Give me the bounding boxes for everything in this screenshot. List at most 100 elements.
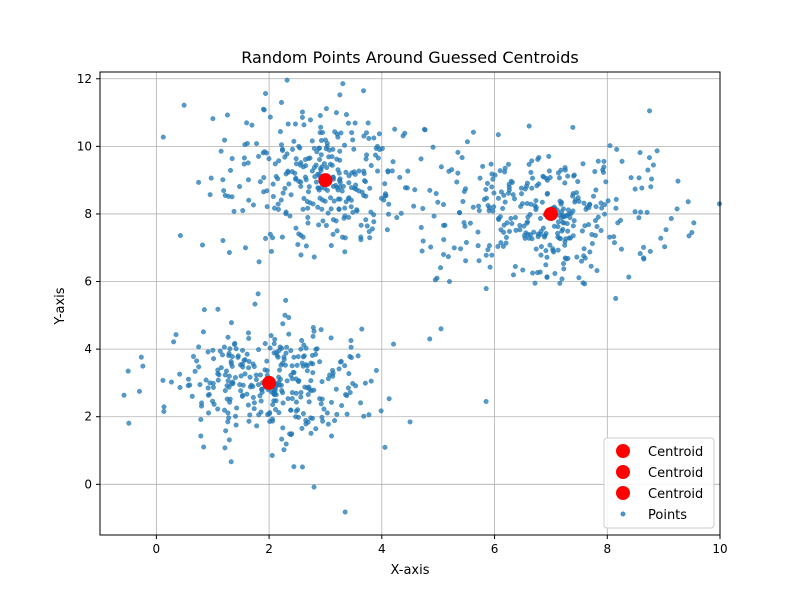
data-point xyxy=(303,243,309,249)
data-point xyxy=(397,174,403,180)
data-point xyxy=(308,378,314,384)
data-point xyxy=(618,246,624,252)
data-point xyxy=(589,241,595,247)
data-point xyxy=(215,306,221,312)
data-point xyxy=(242,245,248,251)
data-point xyxy=(537,215,543,221)
data-point xyxy=(638,209,644,215)
data-point xyxy=(285,121,291,127)
data-point xyxy=(223,428,229,434)
data-point xyxy=(305,392,311,398)
data-point xyxy=(173,332,179,338)
data-point xyxy=(510,272,516,278)
data-point xyxy=(463,258,469,264)
data-point xyxy=(330,231,336,237)
data-point xyxy=(272,387,278,393)
data-point xyxy=(171,339,177,345)
data-point xyxy=(427,187,433,193)
data-point xyxy=(402,185,408,191)
data-point xyxy=(288,192,294,198)
data-point xyxy=(280,425,286,431)
data-point xyxy=(586,222,592,228)
data-point xyxy=(461,189,467,195)
legend-centroid-marker xyxy=(616,444,630,458)
data-point xyxy=(595,214,601,220)
data-point xyxy=(384,227,390,233)
data-point xyxy=(298,394,304,400)
data-point xyxy=(255,382,261,388)
data-point xyxy=(299,360,305,366)
data-point xyxy=(205,385,211,391)
data-point xyxy=(329,154,335,160)
data-point xyxy=(561,220,567,226)
data-point xyxy=(337,148,343,154)
data-point xyxy=(324,410,330,416)
data-point xyxy=(559,276,565,282)
data-point xyxy=(685,199,691,205)
data-point xyxy=(222,388,228,394)
data-point xyxy=(330,183,336,189)
data-point xyxy=(291,354,297,360)
data-point xyxy=(314,149,320,155)
data-point xyxy=(361,133,367,139)
data-point xyxy=(330,146,336,152)
data-point xyxy=(298,390,304,396)
data-point xyxy=(467,220,473,226)
data-point xyxy=(297,162,303,168)
data-point xyxy=(269,418,275,424)
data-point xyxy=(323,222,329,228)
data-point xyxy=(229,156,235,162)
data-point xyxy=(237,184,243,190)
data-point xyxy=(544,190,550,196)
data-point xyxy=(537,269,543,275)
data-point xyxy=(463,239,469,245)
points-series xyxy=(121,77,722,515)
data-point xyxy=(386,396,392,402)
data-point xyxy=(283,350,289,356)
data-point xyxy=(222,445,228,451)
data-point xyxy=(571,172,577,178)
data-point xyxy=(441,202,447,208)
data-point xyxy=(244,391,250,397)
data-point xyxy=(241,357,247,363)
x-tick-label: 2 xyxy=(265,542,273,556)
data-point xyxy=(601,164,607,170)
data-point xyxy=(201,307,207,313)
x-tick-label: 8 xyxy=(603,542,611,556)
data-point xyxy=(407,419,413,425)
centroids-series xyxy=(262,173,558,390)
data-point xyxy=(280,400,286,406)
data-point xyxy=(250,202,256,208)
data-point xyxy=(293,399,299,405)
data-point xyxy=(526,123,532,129)
data-point xyxy=(366,229,372,235)
data-point xyxy=(242,371,248,377)
data-point xyxy=(220,238,226,244)
data-point xyxy=(270,194,276,200)
data-point xyxy=(294,362,300,368)
data-point xyxy=(562,242,568,248)
data-point xyxy=(570,193,576,199)
data-point xyxy=(581,246,587,252)
data-point xyxy=(328,206,334,212)
data-point xyxy=(275,201,281,207)
data-point xyxy=(323,106,329,112)
data-point xyxy=(328,195,334,201)
data-point xyxy=(570,223,576,229)
data-point xyxy=(226,415,232,421)
data-point xyxy=(491,190,497,196)
data-point xyxy=(525,231,531,237)
data-point xyxy=(593,204,599,210)
data-point xyxy=(438,164,444,170)
data-point xyxy=(602,202,608,208)
data-point xyxy=(307,387,313,393)
data-point xyxy=(196,364,202,370)
data-point xyxy=(208,175,214,181)
data-point xyxy=(333,218,339,224)
data-point xyxy=(271,341,277,347)
centroid-marker xyxy=(318,173,333,188)
data-point xyxy=(368,162,374,168)
data-point xyxy=(316,222,322,228)
data-point xyxy=(455,149,461,155)
